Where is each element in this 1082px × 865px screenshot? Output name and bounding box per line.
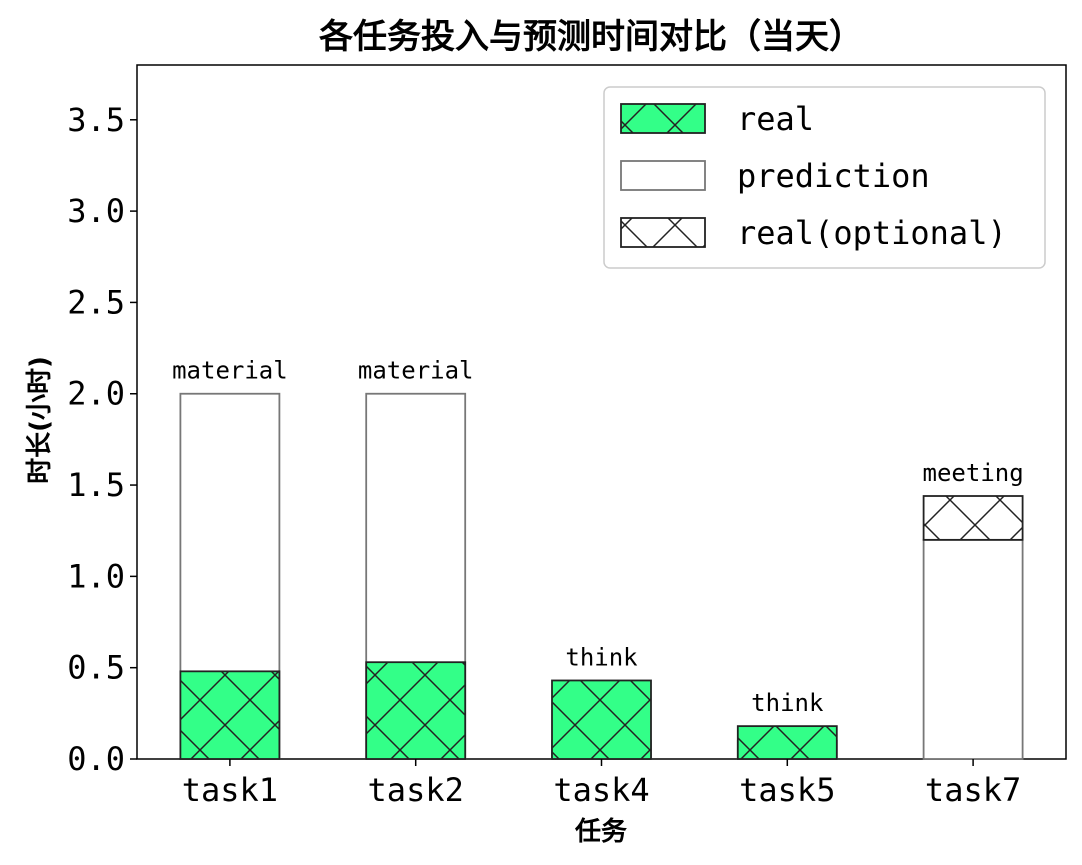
bar-prediction (922, 538, 1024, 760)
bar-real-hatch (551, 679, 652, 760)
x-tick-label: task2 (368, 771, 464, 809)
bar-annotation: think (751, 689, 824, 717)
bar-real-hatch (365, 661, 467, 760)
legend-swatch-hatch (620, 217, 706, 248)
chart-title: 各任务投入与预测时间对比（当天） (319, 17, 863, 57)
x-tick-label: task4 (553, 771, 649, 809)
bar-annotation: think (565, 643, 638, 671)
legend-label: real (737, 100, 814, 138)
legend-label: prediction (737, 157, 930, 195)
bar-annotation: material (172, 357, 288, 385)
y-tick-label: 1.5 (67, 466, 125, 504)
legend: real prediction real(optional) (603, 86, 1046, 269)
x-tick-label: task1 (182, 771, 278, 809)
legend-label: real(optional) (737, 214, 1007, 252)
legend-swatch-edge (620, 160, 706, 191)
bar-real-hatch (179, 670, 281, 760)
y-tick-label: 0.0 (67, 740, 125, 778)
legend-box (603, 86, 1046, 269)
y-tick-label: 0.5 (67, 649, 125, 687)
bar-annotation: material (358, 357, 474, 385)
y-tick-label: 3.5 (67, 101, 125, 139)
bar-real-hatch (736, 725, 838, 760)
bar-real-optional-hatch (922, 495, 1024, 541)
y-tick-label: 1.0 (67, 557, 125, 595)
y-axis-label: 时长(小时) (25, 356, 55, 484)
legend-swatch-hatch (620, 103, 706, 134)
bar-annotation: meeting (923, 459, 1024, 487)
y-tick-label: 3.0 (67, 192, 125, 230)
x-tick-label: task7 (925, 771, 1021, 809)
y-tick-label: 2.5 (67, 283, 125, 321)
plot-area: 0.0 0.5 1.0 1.5 2.0 2.5 3.0 3.5 material task1 mat… (67, 64, 1067, 809)
legend-swatch (621, 161, 705, 190)
y-tick-label: 2.0 (67, 375, 125, 413)
x-axis-label: 任务 (574, 817, 627, 847)
x-tick-label: task5 (739, 771, 835, 809)
